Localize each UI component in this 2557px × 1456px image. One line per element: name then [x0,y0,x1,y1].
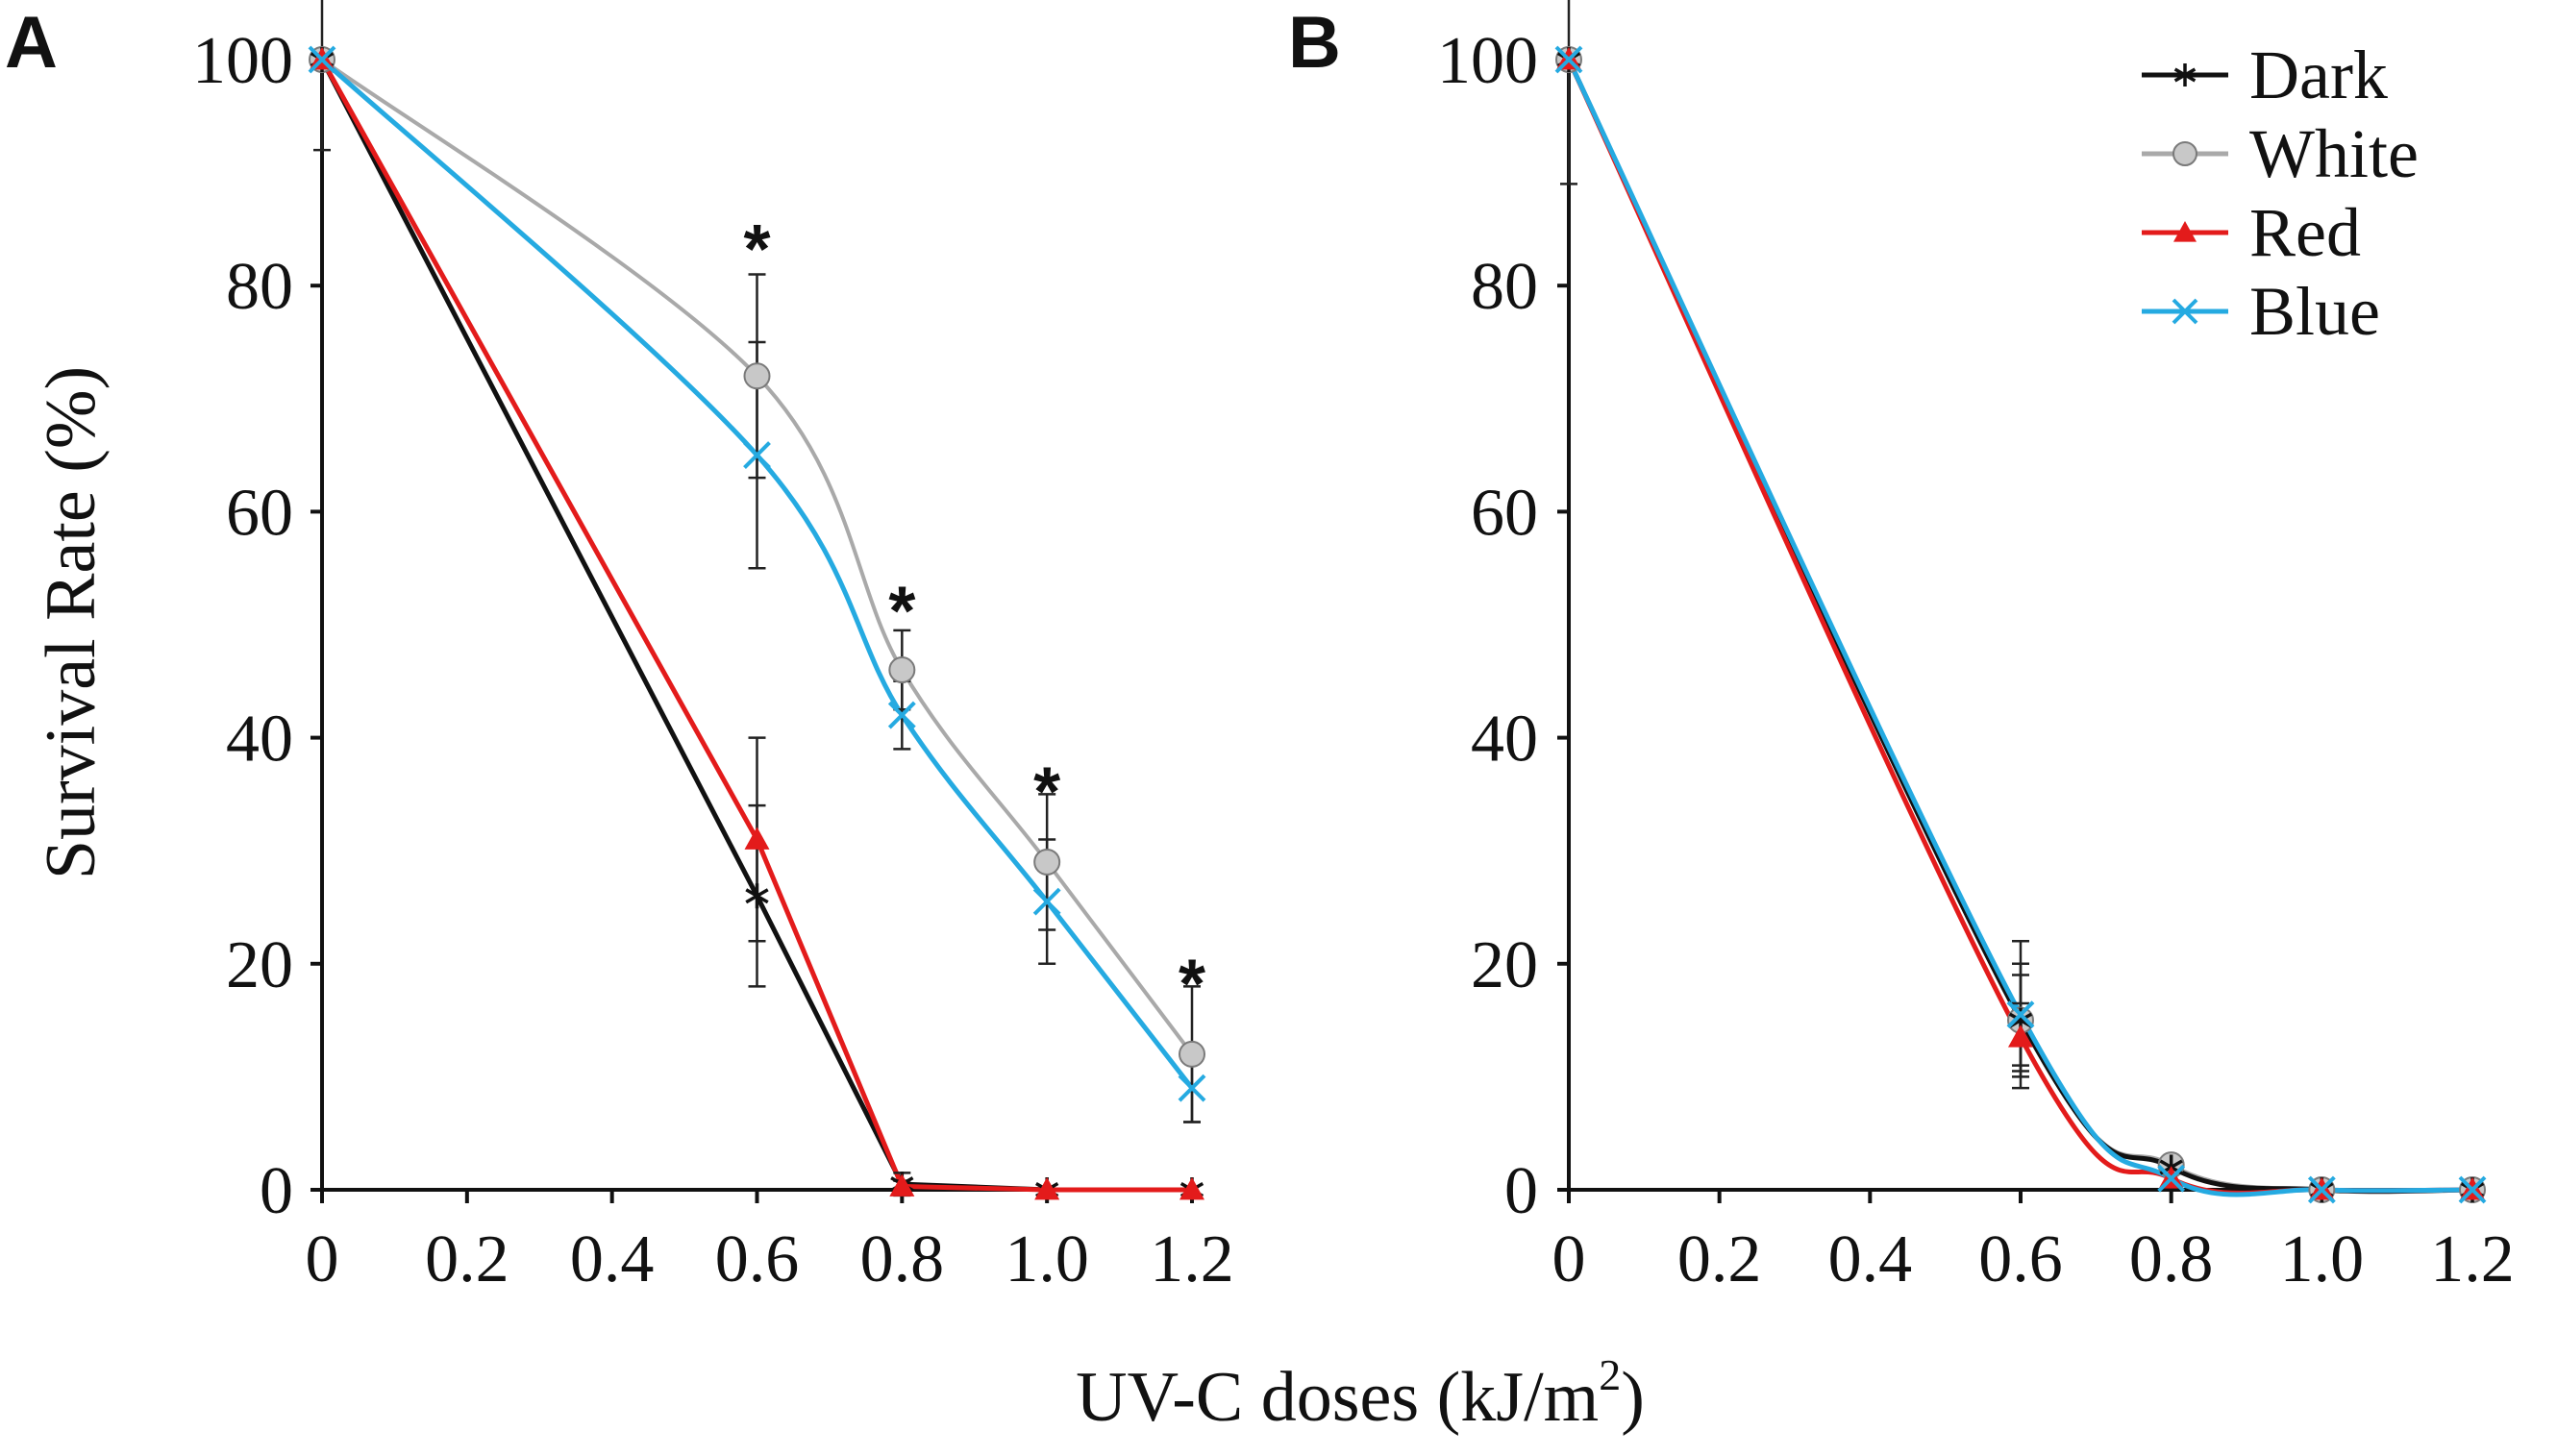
x-tick-label: 1.0 [1005,1222,1089,1296]
x-tick-label: 0.6 [1978,1222,2063,1296]
x-tick-label: 0 [1552,1222,1586,1296]
data-point-red [2008,1024,2033,1048]
x-tick-label: 0.8 [2129,1222,2214,1296]
x-tick-label: 0.8 [860,1222,945,1296]
legend-marker [2173,63,2197,86]
legend-item-white: White [2142,115,2419,192]
x-axis-label: UV-C doses (kJ/m2) [1076,1350,1645,1437]
y-tick-label: 40 [1471,703,1538,777]
data-point-blue [308,45,336,74]
y-tick-label: 40 [226,703,293,777]
x-tick-label: 0.4 [570,1222,655,1296]
data-point-blue [2157,1164,2186,1193]
circle-marker [743,362,771,390]
legend-item-blue: Blue [2142,273,2380,350]
x-marker-stroke [2157,1164,2186,1193]
x-marker-stroke [308,45,336,74]
data-point-red [889,1173,915,1197]
data-point-blue [887,701,916,729]
significance-asterisk: * [1033,754,1060,831]
x-tick-label: 0.6 [715,1222,800,1296]
panel-b: B 0 20 40 60 80 100 0 0.2 0.4 0.6 0.8 1.0 1.2 [1288,0,2515,1296]
legend-label: Dark [2249,37,2388,113]
x-marker-stroke [2458,1175,2487,1204]
data-point-blue [1554,45,1583,74]
x-tick-label: 0 [306,1222,339,1296]
error-bar-dark [1560,0,1577,185]
x-marker-stroke [743,441,771,470]
circle-marker [1179,1040,1205,1068]
panel-letter: A [5,2,58,84]
y-tick-label: 80 [1471,250,1538,324]
x-tick-label: 1.0 [2280,1222,2365,1296]
legend-item-red: Red [2142,194,2361,271]
y-tick-label: 0 [1504,1154,1538,1228]
legend-label: White [2249,115,2419,192]
x-marker-stroke [887,701,916,729]
legend-marker [2172,141,2197,166]
legend-label: Red [2249,194,2361,271]
triangle-marker [744,827,770,850]
data-point-blue [743,441,771,470]
circle-marker [1033,848,1061,876]
x-marker-stroke [1554,45,1583,74]
triangle-marker [2173,221,2197,242]
y-tick-label: 0 [260,1154,293,1228]
x-marker-stroke [1178,1073,1206,1102]
data-point-red [744,827,770,850]
circle-marker [888,656,916,684]
series-line-white [320,58,1194,1056]
y-tick-label: 100 [1437,24,1538,98]
y-tick-label: 60 [1471,476,1538,550]
y-tick-label: 20 [226,928,293,1002]
significance-asterisk: * [1179,947,1205,1024]
x-marker-stroke [1032,887,1061,916]
triangle-marker [1034,1177,1060,1200]
triangle-marker [889,1173,915,1197]
data-point-red [1034,1177,1060,1200]
legend-marker [2172,298,2198,325]
x-marker-stroke [2307,1175,2336,1204]
x-tick-label: 0.4 [1828,1222,1913,1296]
series-line-blue [320,58,1194,1090]
asterisk-marker-stroke [745,888,769,904]
y-axis-label: Survival Rate (%) [32,366,111,879]
y-tick-label: 60 [226,476,293,550]
data-point-blue [2006,1000,2035,1029]
panel-letter: B [1288,2,1341,84]
triangle-marker [1179,1177,1204,1200]
data-point-blue [2307,1175,2336,1204]
y-tick-label: 80 [226,250,293,324]
data-point-red [1179,1177,1204,1200]
x-tick-label: 0.2 [425,1222,509,1296]
x-tick-label: 1.2 [1150,1222,1234,1296]
triangle-marker [2008,1024,2033,1048]
x-tick-label: 0.2 [1677,1222,1762,1296]
significance-asterisk: * [743,211,770,288]
x-marker-stroke [2006,1000,2035,1029]
y-tick-label: 100 [192,24,293,98]
data-point-white [743,362,771,390]
significance-asterisk: * [888,573,915,650]
legend-item-dark: Dark [2142,37,2388,113]
data-point-blue [1032,887,1061,916]
data-point-white [1033,848,1061,876]
data-point-white [888,656,916,684]
data-point-blue [2458,1175,2487,1204]
panel-a: A 0 20 40 60 80 100 0 0.2 0.4 0.6 0.8 1.0 1.2 * * * * [5,0,1234,1296]
circle-marker [2172,141,2197,166]
data-point-blue [1178,1073,1206,1102]
legend-marker [2173,221,2197,242]
x-tick-label: 1.2 [2430,1222,2515,1296]
legend-label: Blue [2249,273,2380,350]
data-point-white [1179,1040,1205,1068]
y-tick-label: 20 [1471,928,1538,1002]
x-marker-stroke [2172,298,2198,325]
asterisk-marker-stroke [2173,67,2197,83]
data-point-dark [745,883,769,909]
